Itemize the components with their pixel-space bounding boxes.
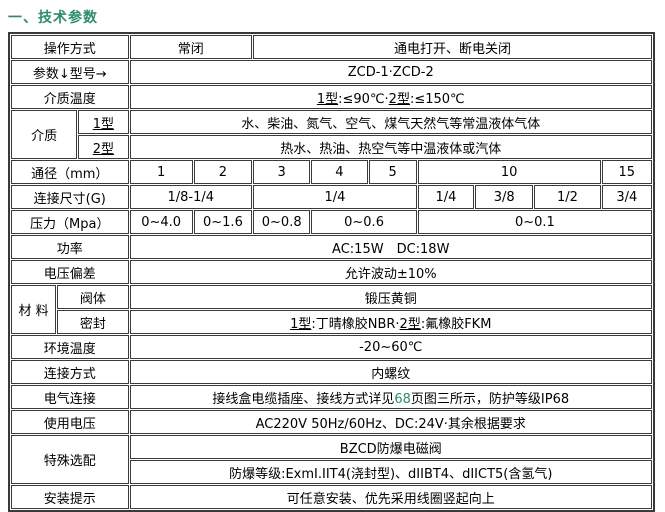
connection-size-2: 1/4 [253, 185, 417, 209]
special-label: 特殊选配 [11, 435, 129, 484]
special-value1: BZCD防爆电磁阀 [129, 435, 652, 459]
medium-value2: 热水、热油、热空气等中温液体或汽体 [129, 135, 652, 159]
material-seal-type: 密封 [57, 310, 129, 334]
medium-temp-v2: :≤150℃ [409, 91, 465, 107]
diameter-3: 3 [253, 160, 311, 184]
medium-value1: 水、柴油、氮气、空气、煤气天然气等常温液体气体 [129, 110, 652, 134]
connection-size-3: 1/4 [417, 185, 475, 209]
row-material-body: 材 料 阀体 锻压黄铜 [11, 285, 652, 334]
connection-size-4: 3/8 [475, 185, 534, 209]
connection-type-label: 连接方式 [11, 360, 129, 384]
row-electrical: 电气连接 接线盒电缆插座、接线方式详见68页图三所示，防护等级IP68 [11, 385, 652, 409]
material-seal-value: 1型:丁晴橡胶NBR·2型:氟橡胶FKM [129, 310, 652, 334]
diameter-15: 15 [601, 160, 652, 184]
material-body-type: 阀体 [57, 285, 129, 309]
medium-temp-v1: :≤90℃· [338, 91, 389, 107]
operation-value: 通电打开、断电关闭 [253, 35, 652, 59]
row-connection-size: 连接尺寸(G) 1/8-1/4 1/4 1/4 3/8 1/2 3/4 [11, 185, 652, 209]
type1-token: 1型 [290, 316, 312, 332]
working-voltage-label: 使用电压 [11, 410, 129, 434]
pressure-1: 0~4.0 [129, 210, 193, 234]
connection-size-5: 1/2 [534, 185, 601, 209]
medium-temp-label: 介质温度 [11, 85, 129, 109]
page-title: 一、技术参数 [8, 10, 98, 26]
pressure-2: 0~1.6 [193, 210, 253, 234]
electrical-label: 电气连接 [11, 385, 129, 409]
model-value: ZCD-1·ZCD-2 [129, 60, 652, 84]
operation-state: 常闭 [129, 35, 253, 59]
row-voltage-deviation: 电压偏差 允许波动±10% [11, 260, 652, 284]
type2-token: 2型 [399, 316, 421, 332]
medium-type1: 1型 [78, 110, 129, 134]
row-material-seal: 密封 1型:丁晴橡胶NBR·2型:氟橡胶FKM [11, 310, 652, 334]
installation-label: 安装提示 [11, 485, 129, 509]
row-special-1: 特殊选配 BZCD防爆电磁阀 [11, 435, 652, 484]
connection-type-value: 内螺纹 [129, 360, 652, 384]
operation-label: 操作方式 [11, 35, 129, 59]
diameter-5: 5 [368, 160, 417, 184]
row-power: 功率 AC:15W DC:18W [11, 235, 652, 259]
row-medium-2: 2型 热水、热油、热空气等中温液体或汽体 [11, 135, 652, 159]
voltage-deviation-label: 电压偏差 [11, 260, 129, 284]
row-special-2: 防爆等级:ExmI.IIT4(浇封型)、dIIBT4、dIICT5(含氢气) [11, 460, 652, 484]
diameter-2: 2 [193, 160, 253, 184]
special-value2: 防爆等级:ExmI.IIT4(浇封型)、dIIBT4、dIICT5(含氢气) [129, 460, 652, 484]
ambient-temp-value: -20~60℃ [129, 335, 652, 359]
connection-size-label: 连接尺寸(G) [11, 185, 129, 209]
medium-label: 介质 [11, 110, 78, 159]
row-diameter: 通径（mm） 1 2 3 4 5 10 15 [11, 160, 652, 184]
row-operation: 操作方式 常闭 通电打开、断电关闭 [11, 35, 652, 59]
diameter-label: 通径（mm） [11, 160, 129, 184]
diameter-10: 10 [417, 160, 601, 184]
row-working-voltage: 使用电压 AC220V 50Hz/60Hz、DC:24V·其余根据要求 [11, 410, 652, 434]
medium-type2: 2型 [78, 135, 129, 159]
ambient-temp-label: 环境温度 [11, 335, 129, 359]
tech-params-table: 操作方式 常闭 通电打开、断电关闭 参数↓型号→ ZCD-1·ZCD-2 介质温… [8, 32, 655, 512]
electrical-value: 接线盒电缆插座、接线方式详见68页图三所示，防护等级IP68 [129, 385, 652, 409]
connection-size-6: 3/4 [601, 185, 652, 209]
medium-temp-value: 1型:≤90℃·2型:≤150℃ [129, 85, 652, 109]
type2-token: 2型 [388, 91, 410, 107]
voltage-deviation-value: 允许波动±10% [129, 260, 652, 284]
row-model: 参数↓型号→ ZCD-1·ZCD-2 [11, 60, 652, 84]
diameter-4: 4 [311, 160, 368, 184]
material-body-value: 锻压黄铜 [129, 285, 652, 309]
row-pressure: 压力（Mpa） 0~4.0 0~1.6 0~0.8 0~0.6 0~0.1 [11, 210, 652, 234]
connection-size-1: 1/8-1/4 [129, 185, 253, 209]
row-connection-type: 连接方式 内螺纹 [11, 360, 652, 384]
power-value: AC:15W DC:18W [129, 235, 652, 259]
pressure-4: 0~0.6 [311, 210, 417, 234]
row-installation: 安装提示 可任意安装、优先采用线圈竖起向上 [11, 485, 652, 509]
installation-value: 可任意安装、优先采用线圈竖起向上 [129, 485, 652, 509]
material-label: 材 料 [11, 285, 57, 334]
type1-token: 1型 [316, 91, 339, 107]
page-68-link[interactable]: 68 [394, 391, 411, 407]
working-voltage-value: AC220V 50Hz/60Hz、DC:24V·其余根据要求 [129, 410, 652, 434]
pressure-5: 0~0.1 [417, 210, 652, 234]
pressure-3: 0~0.8 [253, 210, 311, 234]
row-ambient-temp: 环境温度 -20~60℃ [11, 335, 652, 359]
pressure-label: 压力（Mpa） [11, 210, 129, 234]
row-medium-1: 介质 1型 水、柴油、氮气、空气、煤气天然气等常温液体气体 [11, 110, 652, 159]
model-label: 参数↓型号→ [11, 60, 129, 84]
power-label: 功率 [11, 235, 129, 259]
diameter-1: 1 [129, 160, 193, 184]
row-medium-temp: 介质温度 1型:≤90℃·2型:≤150℃ [11, 85, 652, 109]
